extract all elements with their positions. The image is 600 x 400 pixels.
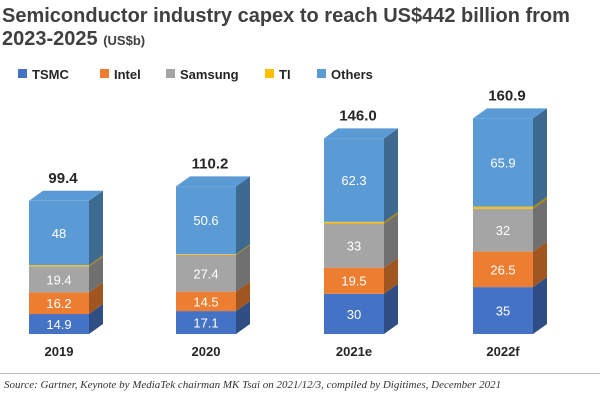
bar-2020-tsmc (176, 311, 236, 334)
bar-side-2019-samsung (89, 256, 103, 293)
chart-unit: (US$b) (103, 33, 146, 48)
bar-2021e-tsmc (324, 293, 384, 334)
legend-swatch-tsmc (18, 69, 27, 78)
legend-swatch-ti (265, 69, 274, 78)
bar-2019-intel (29, 292, 89, 315)
bar-2021e-samsung (324, 223, 384, 268)
value-label-2020-samsung: 27.4 (193, 266, 218, 281)
bar-2022f-others (473, 118, 533, 207)
bar-side-2020-others (236, 176, 250, 255)
value-label-2021e-intel: 19.5 (341, 274, 366, 289)
bar-2019-tsmc (29, 314, 89, 334)
value-label-2020-intel: 14.5 (193, 294, 218, 309)
bar-side-2022f-tsmc (533, 277, 547, 334)
total-label-2022f: 160.9 (488, 87, 526, 104)
legend-label-ti: TI (279, 67, 291, 82)
bar-2020-ti (176, 254, 236, 255)
value-label-2020-others: 50.6 (193, 213, 218, 228)
legend-swatch-others (317, 69, 326, 78)
chart-title-text: Semiconductor industry capex to reach US… (2, 5, 570, 50)
value-label-2019-others: 48 (52, 226, 66, 241)
value-label-2022f-samsung: 32 (496, 223, 510, 238)
legend-label-tsmc: TSMC (32, 67, 69, 82)
legend-swatch-intel (100, 69, 109, 78)
bar-top-2020 (176, 176, 250, 187)
bar-side-2019-intel (89, 282, 103, 315)
bars: 14.9 16.2 19.4 48 99.4 2019 17.1 14.5 27.4 50.6 11… (29, 87, 547, 359)
bar-side-2020-tsmc (236, 301, 250, 334)
bar-2021e-others (324, 138, 384, 222)
bar-side-2020-intel (236, 281, 250, 312)
total-label-2019: 99.4 (48, 170, 78, 187)
bar-2020-others (176, 186, 236, 255)
bar-side-2022f-samsung (533, 198, 547, 252)
bar-2021e-intel (324, 267, 384, 294)
bar-side-2020-ti (236, 244, 250, 255)
category-label-2019: 2019 (45, 344, 74, 359)
legend-label-samsung: Samsung (180, 67, 239, 82)
legend-swatch-samsung (166, 69, 175, 78)
bar-2019-samsung (29, 266, 89, 293)
bar-side-2021e-intel (384, 257, 398, 294)
value-label-2019-intel: 16.2 (46, 296, 71, 311)
value-label-2019-tsmc: 14.9 (46, 317, 71, 332)
bar-side-2022f-ti (533, 196, 547, 209)
bar-side-2022f-others (533, 108, 547, 207)
bar-top-2019 (29, 190, 103, 201)
bar-side-2021e-tsmc (384, 283, 398, 334)
value-label-2021e-others: 62.3 (341, 173, 366, 188)
bar-side-2019-others (89, 190, 103, 266)
category-label-2020: 2020 (192, 344, 221, 359)
bar-side-2019-tsmc (89, 304, 103, 334)
bar-side-2022f-intel (533, 241, 547, 288)
bar-side-2021e-ti (384, 211, 398, 224)
bar-2020-intel (176, 291, 236, 312)
chart-title: Semiconductor industry capex to reach US… (2, 5, 592, 52)
bar-2021e-ti (324, 221, 384, 224)
bar-2022f-samsung (473, 208, 533, 252)
legend: TSMC Intel Samsung TI Others (18, 67, 373, 82)
bar-2020-samsung (176, 254, 236, 292)
bar-2019-ti (29, 265, 89, 267)
legend-label-others: Others (331, 67, 373, 82)
bar-side-2021e-others (384, 128, 398, 222)
value-label-2022f-intel: 26.5 (490, 262, 515, 277)
bar-side-2021e-samsung (384, 213, 398, 268)
value-label-2021e-tsmc: 30 (347, 307, 361, 322)
bar-2019-others (29, 200, 89, 266)
bar-2022f-intel (473, 251, 533, 288)
bar-top-2021e (324, 128, 398, 139)
value-label-2021e-samsung: 33 (347, 239, 361, 254)
value-label-2020-tsmc: 17.1 (193, 316, 218, 331)
legend-label-intel: Intel (114, 67, 141, 82)
bar-top-2022f (473, 108, 547, 119)
value-label-2022f-others: 65.9 (490, 156, 515, 171)
total-label-2020: 110.2 (192, 155, 229, 172)
value-label-2022f-tsmc: 35 (496, 304, 510, 319)
bar-2022f-ti (473, 206, 533, 209)
source-note: Source: Gartner, Keynote by MediaTek cha… (4, 379, 502, 391)
bar-side-2019-ti (89, 255, 103, 267)
category-label-2022f: 2022f (486, 344, 520, 359)
category-label-2021e: 2021e (336, 344, 372, 359)
bar-2022f-tsmc (473, 287, 533, 334)
divider (0, 373, 600, 374)
bar-side-2020-samsung (236, 244, 250, 292)
total-label-2021e: 146.0 (339, 107, 377, 124)
value-label-2019-samsung: 19.4 (46, 272, 71, 287)
